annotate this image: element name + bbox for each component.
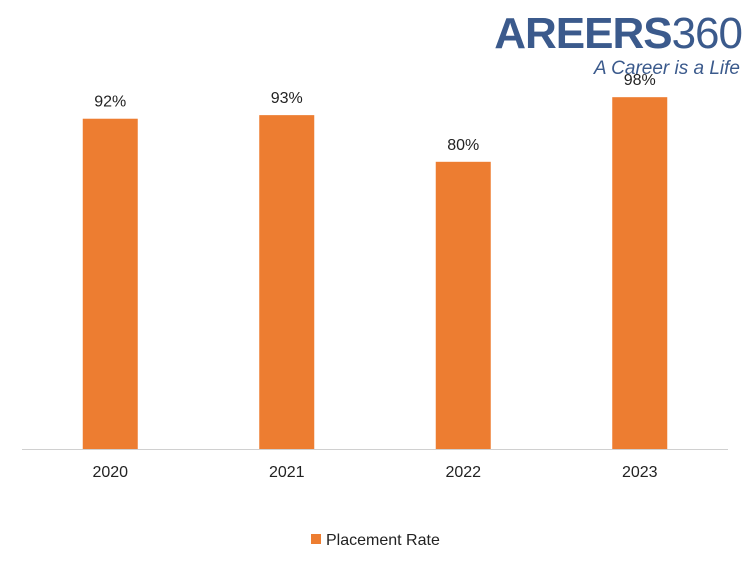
data-labels-group: 92% 93% 80% 98%: [94, 72, 656, 154]
bars-group: [82, 97, 668, 450]
legend-label: Placement Rate: [326, 532, 440, 549]
bar-2022: [435, 161, 491, 450]
data-label-2023: 98%: [624, 72, 656, 89]
bar-2021: [259, 115, 315, 449]
careers360-logo: CAREERS360 A Career is a Life: [494, 9, 743, 79]
tick-label-2021: 2021: [269, 464, 305, 481]
data-label-2021: 93%: [271, 90, 303, 107]
logo-name-light: 360: [672, 9, 742, 58]
data-label-2020: 92%: [94, 94, 126, 111]
legend: Placement Rate: [311, 532, 440, 549]
tick-label-2023: 2023: [622, 464, 658, 481]
bar-2020: [82, 118, 138, 449]
tick-labels-group: 2020 2021 2022 2023: [92, 464, 657, 481]
tick-label-2020: 2020: [92, 464, 128, 481]
logo-tagline: A Career is a Life: [593, 58, 740, 79]
data-label-2022: 80%: [447, 137, 479, 154]
bar-2023: [612, 97, 668, 450]
logo-name-bold: CAREERS: [494, 9, 672, 58]
tick-label-2022: 2022: [445, 464, 481, 481]
logo-name: CAREERS360: [494, 9, 742, 58]
legend-swatch: [311, 534, 321, 544]
